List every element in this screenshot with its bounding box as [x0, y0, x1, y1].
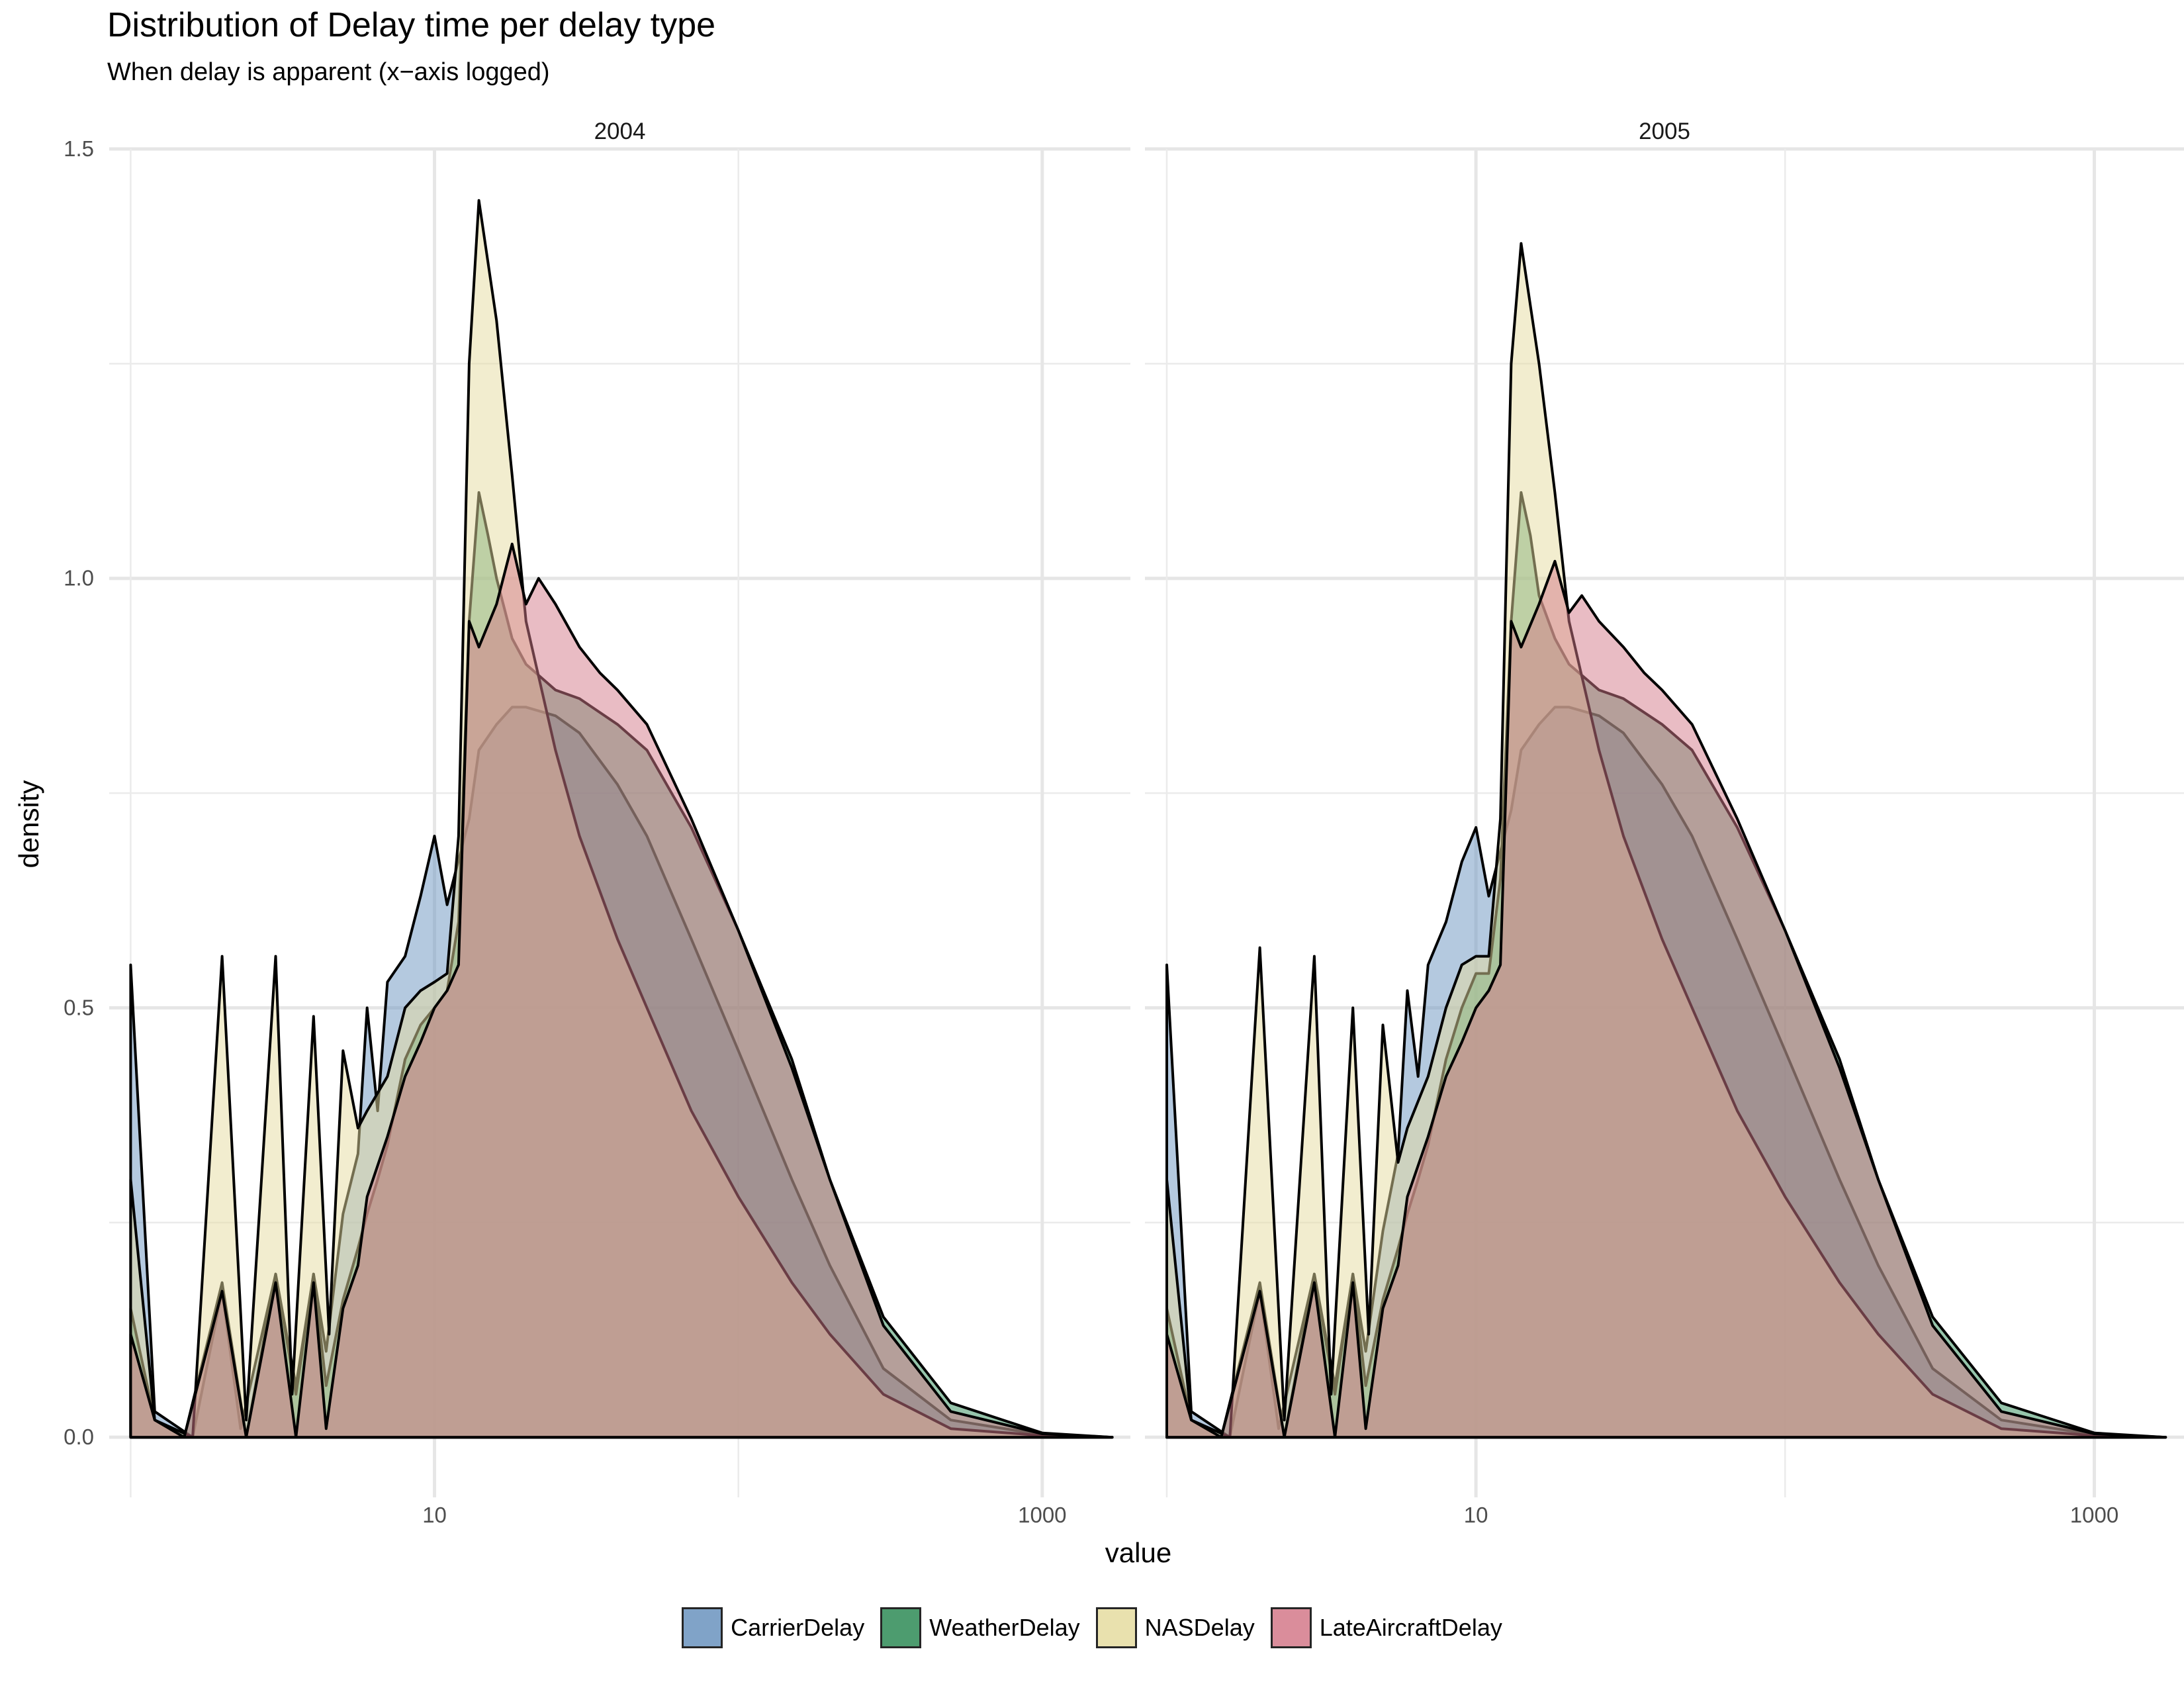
legend-swatch	[682, 1607, 723, 1648]
legend-swatch	[1095, 1607, 1137, 1648]
y-tick-label: 0.5	[64, 995, 94, 1019]
x-tick-label: 10	[422, 1503, 447, 1527]
density-area-late-aircraft-delay-2005	[1165, 559, 2167, 1439]
x-tick-label: 1000	[2070, 1503, 2118, 1527]
y-tick-label: 0.0	[64, 1425, 94, 1449]
legend-label: LateAircraftDelay	[1319, 1614, 1502, 1641]
facet-panel-2004: 2004 10 1000	[109, 118, 1130, 1527]
legend-label: NASDelay	[1144, 1614, 1255, 1641]
facet-panel-2005: 2005 10 1000	[1145, 118, 2184, 1527]
legend-swatch	[1270, 1607, 1312, 1648]
x-tick-label: 10	[1464, 1503, 1488, 1527]
legend-item-carrier-delay: CarrierDelay	[682, 1607, 864, 1648]
y-tick-label: 1.5	[64, 136, 94, 161]
facet-strip-label: 2004	[594, 118, 646, 144]
legend-label: CarrierDelay	[731, 1614, 865, 1641]
y-tick-label: 1.0	[64, 566, 94, 590]
legend-item-late-aircraft-delay: LateAircraftDelay	[1270, 1607, 1502, 1648]
legend-label: WeatherDelay	[929, 1614, 1080, 1641]
x-axis-title: value	[1105, 1537, 1171, 1568]
chart-canvas: 2004 10 1000 2005 10 1000 0.0 0.5 1.0 1.5 value…	[13, 118, 2184, 1568]
legend-item-weather-delay: WeatherDelay	[880, 1607, 1080, 1648]
legend-swatch	[880, 1607, 922, 1648]
facet-strip-label: 2005	[1639, 118, 1690, 144]
y-axis: 0.0 0.5 1.0 1.5	[64, 136, 94, 1449]
density-area-late-aircraft-delay-2004	[129, 542, 1114, 1439]
y-axis-title: density	[13, 780, 44, 868]
legend: CarrierDelay WeatherDelay NASDelay LateAirc…	[0, 1607, 2184, 1648]
x-tick-label: 1000	[1018, 1503, 1066, 1527]
chart-title: Distribution of Delay time per delay typ…	[107, 6, 716, 44]
chart-subtitle: When delay is apparent (x−axis logged)	[107, 58, 550, 86]
legend-item-nasdelay: NASDelay	[1095, 1607, 1255, 1648]
